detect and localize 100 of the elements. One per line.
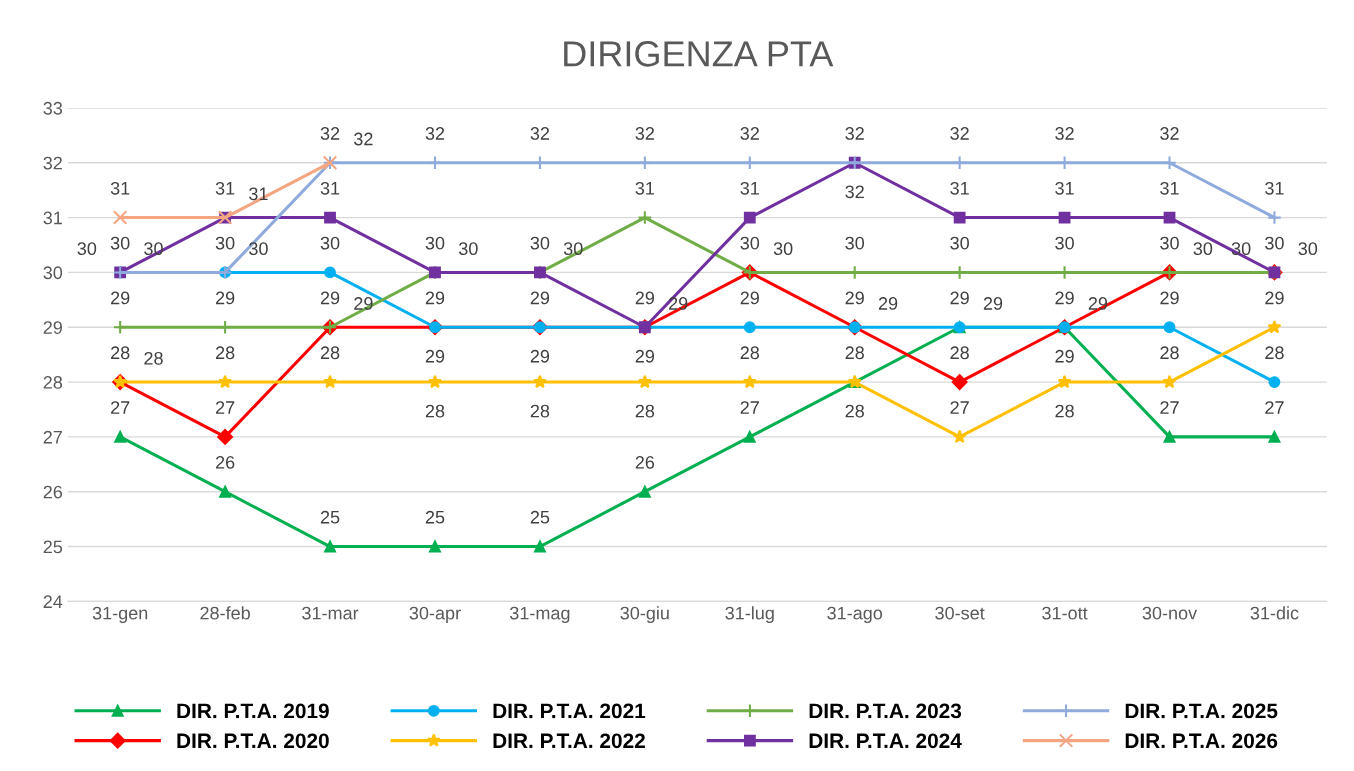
data-label: 26 [635,456,655,469]
legend-label: DIR. P.T.A. 2022 [493,733,645,749]
data-label: 27 [1160,401,1179,414]
data-label: 30 [249,242,268,256]
data-label: 31 [740,181,759,195]
data-label: 31 [215,181,235,195]
data-label: 28 [144,351,163,365]
data-label: 27 [1265,401,1284,414]
data-label: 29 [740,291,759,305]
data-label: 29 [1265,291,1284,305]
data-label: 32 [950,127,969,140]
data-label: 29 [320,291,340,305]
data-label: 26 [215,456,235,469]
data-label: 31 [320,181,340,195]
data-label: 29 [111,291,130,305]
x-tick-label: 31-mar [302,606,359,620]
data-label: 27 [950,401,969,414]
legend-label: DIR. P.T.A. 2024 [809,733,962,749]
data-label: 32 [530,127,550,140]
data-label: 31 [635,181,654,195]
data-label: 28 [635,404,655,418]
data-label: 28 [845,404,864,418]
data-label: 32 [425,127,445,140]
data-label: 32 [845,185,864,199]
data-label: 28 [215,346,235,360]
data-label: 29 [215,291,235,305]
x-tick-label: 31-ago [827,606,883,624]
data-label: 27 [740,401,759,414]
y-tick-label: 31 [43,211,62,225]
data-label: 30 [215,236,235,250]
data-label: 31 [249,187,268,201]
x-tick-label: 28-feb [200,606,250,620]
data-label: 32 [320,127,340,140]
y-tick-label: 25 [43,540,63,554]
data-label: 31 [110,181,130,195]
data-label: 28 [530,404,550,418]
data-label: 30 [845,236,865,250]
data-label: 29 [635,291,655,305]
data-label: 28 [1160,346,1179,360]
y-tick-label: 32 [43,156,62,170]
data-label: 25 [320,510,340,524]
data-label: 29 [530,349,550,363]
data-label: 32 [740,127,759,140]
data-label: 31 [1265,181,1284,195]
data-label: 27 [215,401,235,414]
data-label: 28 [950,346,969,360]
data-label: 30 [144,242,163,256]
data-label: 30 [773,242,793,256]
data-label: 32 [354,132,373,146]
data-label: 30 [1055,236,1074,250]
data-label: 31 [950,181,969,195]
data-label: 30 [77,242,97,256]
data-label: 28 [1265,346,1284,360]
data-label: 30 [425,236,445,250]
legend-label: DIR. P.T.A. 2020 [177,733,329,749]
x-tick-label: 31-dic [1250,606,1299,620]
data-label: 28 [1055,404,1074,418]
data-label: 30 [1265,236,1284,250]
data-label: 32 [635,127,654,140]
legend-label: DIR. P.T.A. 2025 [1125,703,1278,719]
y-tick-label: 29 [43,321,62,334]
data-label: 30 [950,236,969,250]
data-label: 28 [425,404,445,418]
x-tick-label: 30-set [935,606,985,620]
legend-label: DIR. P.T.A. 2021 [493,703,646,719]
data-label: 30 [1193,242,1213,256]
data-label: 30 [320,236,340,250]
data-label: 29 [983,297,1003,310]
data-label: 30 [740,236,760,250]
data-label: 29 [425,291,445,305]
chart-title: DIRIGENZA PTA [564,41,834,67]
data-label: 30 [1160,236,1179,250]
data-label: 31 [1055,181,1074,195]
y-tick-label: 28 [43,376,63,389]
data-label: 32 [1160,127,1179,140]
y-tick-label: 26 [43,485,63,499]
y-tick-label: 27 [43,430,62,444]
x-tick-label: 30-giu [620,606,669,624]
legend-label: DIR. P.T.A. 2026 [1125,733,1278,749]
data-label: 25 [530,510,550,524]
x-tick-label: 31-mag [509,606,570,624]
x-tick-label: 31-gen [92,606,148,624]
data-label: 29 [950,291,969,305]
data-label: 28 [111,346,130,360]
data-label: 29 [878,297,898,310]
data-label: 31 [1160,181,1179,195]
data-label: 32 [1055,127,1074,140]
data-label: 29 [1160,291,1179,305]
y-tick-label: 24 [43,595,63,608]
y-tick-label: 33 [43,101,63,115]
data-label: 30 [1298,242,1318,256]
data-label: 29 [425,349,445,363]
x-tick-label: 31-ott [1042,606,1088,620]
data-label: 32 [845,127,864,140]
data-label: 29 [1055,291,1074,305]
legend-label: DIR. P.T.A. 2019 [177,703,329,719]
data-label: 29 [635,349,655,363]
data-label: 27 [111,401,130,414]
data-label: 28 [320,346,340,360]
legend-label: DIR. P.T.A. 2023 [809,703,962,719]
